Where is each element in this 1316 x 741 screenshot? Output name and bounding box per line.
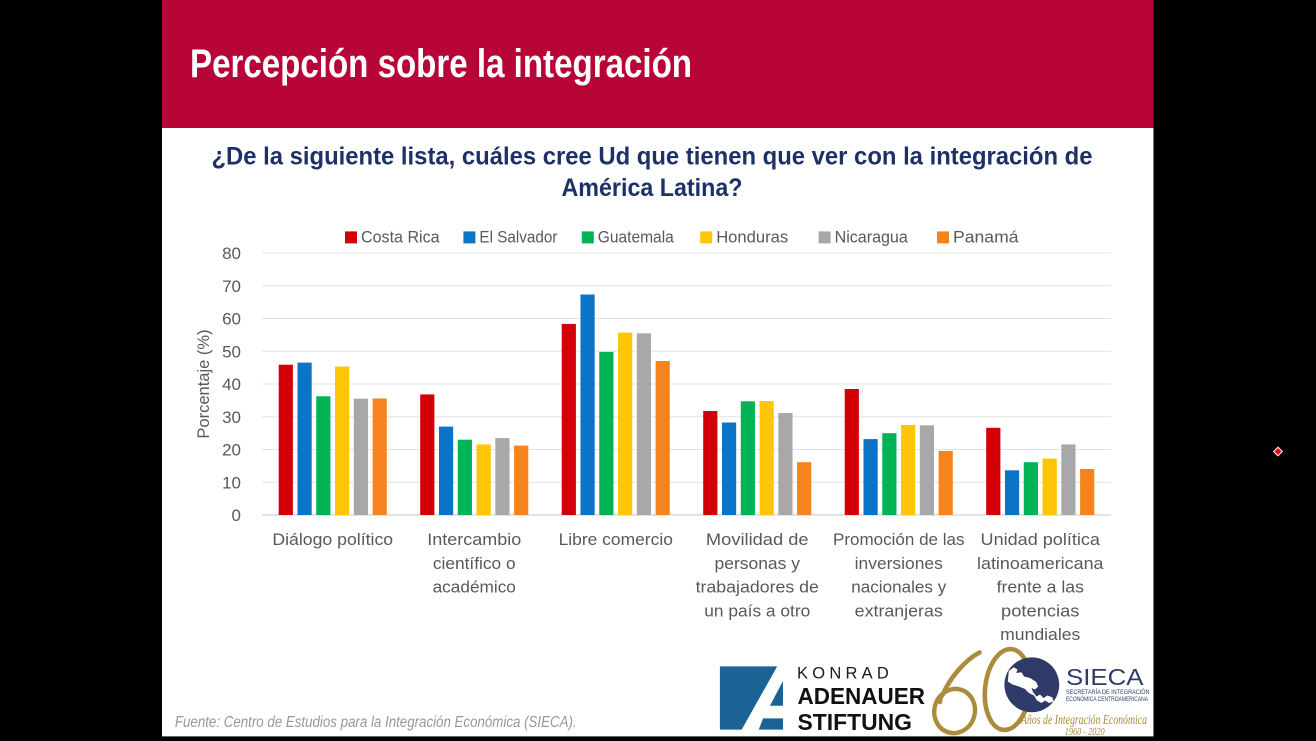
svg-text:Porcentaje (%): Porcentaje (%) <box>195 329 213 438</box>
svg-text:KONRAD: KONRAD <box>797 665 892 683</box>
svg-text:Nicaragua: Nicaragua <box>835 228 909 247</box>
svg-text:¿De la siguiente lista, cuáles: ¿De la siguiente lista, cuáles cree Ud q… <box>212 143 1093 171</box>
svg-text:nacionales y: nacionales y <box>851 578 946 597</box>
svg-text:50: 50 <box>222 342 241 361</box>
svg-text:Honduras: Honduras <box>716 228 788 247</box>
svg-text:latinoamericana: latinoamericana <box>977 554 1104 573</box>
svg-text:Costa Rica: Costa Rica <box>361 228 440 247</box>
svg-text:Movilidad de: Movilidad de <box>706 530 809 549</box>
svg-text:personas y: personas y <box>715 554 801 573</box>
svg-text:Intercambio: Intercambio <box>427 530 521 549</box>
svg-text:Promoción de las: Promoción de las <box>833 530 965 549</box>
svg-text:30: 30 <box>222 408 241 427</box>
svg-text:20: 20 <box>222 441 241 460</box>
svg-text:Años de Integración Económica: Años de Integración Económica <box>1020 712 1147 727</box>
svg-text:inversiones: inversiones <box>855 554 943 573</box>
svg-text:SECRETARÍA DE INTEGRACIÓN: SECRETARÍA DE INTEGRACIÓN <box>1066 689 1150 696</box>
svg-text:60: 60 <box>222 310 241 329</box>
svg-text:Percepción sobre la integració: Percepción sobre la integración <box>190 42 692 86</box>
svg-text:Guatemala: Guatemala <box>598 228 674 247</box>
svg-text:América Latina?: América Latina? <box>562 174 743 202</box>
svg-text:Unidad política: Unidad política <box>981 530 1101 549</box>
svg-text:1960 - 2020: 1960 - 2020 <box>1065 727 1106 738</box>
svg-text:potencias: potencias <box>1001 601 1079 620</box>
svg-text:Fuente: Centro de Estudios par: Fuente: Centro de Estudios para la Integ… <box>175 714 577 731</box>
svg-text:extranjeras: extranjeras <box>855 601 943 620</box>
svg-text:70: 70 <box>222 277 241 296</box>
svg-text:Libre comercio: Libre comercio <box>559 530 673 549</box>
svg-text:El Salvador: El Salvador <box>479 228 557 247</box>
svg-text:40: 40 <box>222 375 241 394</box>
svg-text:0: 0 <box>232 506 241 525</box>
svg-text:Diálogo político: Diálogo político <box>272 530 393 549</box>
svg-text:Panamá: Panamá <box>953 228 1019 247</box>
svg-text:un país a otro: un país a otro <box>704 601 810 620</box>
svg-text:10: 10 <box>222 473 241 492</box>
svg-text:SIECA: SIECA <box>1066 664 1144 690</box>
svg-text:ADENAUER: ADENAUER <box>798 683 926 709</box>
svg-text:ECONÓMICA CENTROAMERICANA: ECONÓMICA CENTROAMERICANA <box>1066 696 1148 703</box>
svg-text:STIFTUNG: STIFTUNG <box>798 709 913 735</box>
svg-text:mundiales: mundiales <box>1000 625 1080 644</box>
svg-text:científico o: científico o <box>433 554 516 573</box>
svg-text:80: 80 <box>222 244 241 263</box>
svg-text:trabajadores de: trabajadores de <box>696 578 819 597</box>
svg-text:frente a las: frente a las <box>997 578 1084 597</box>
svg-text:académico: académico <box>433 578 516 597</box>
